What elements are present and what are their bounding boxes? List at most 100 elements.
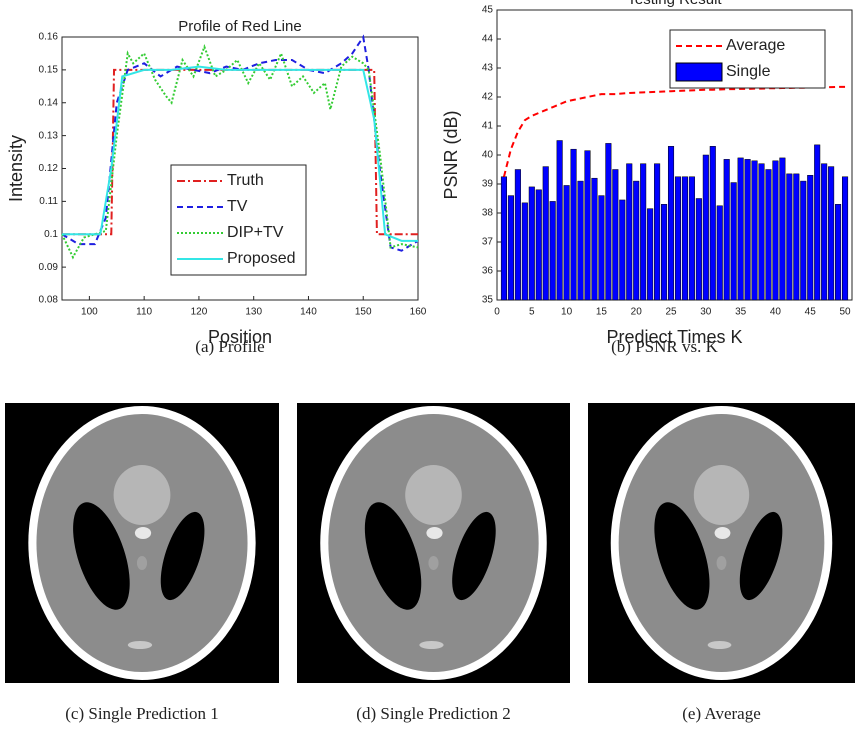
bar (563, 185, 570, 301)
bar (674, 176, 682, 301)
image (5, 403, 279, 683)
x-tick-label: 20 (631, 307, 643, 318)
x-tick-label: 0 (494, 307, 500, 318)
bar (835, 204, 842, 301)
bar (751, 160, 758, 301)
y-tick-label: 39 (482, 179, 494, 190)
bar (758, 163, 765, 301)
bar (842, 176, 849, 301)
x-tick-label: 160 (410, 307, 427, 318)
x-axis-label: Position (208, 327, 272, 347)
y-tick-label: 0.08 (39, 295, 59, 306)
y-tick-label: 35 (482, 295, 494, 306)
x-tick-label: 35 (735, 307, 747, 318)
line-series (62, 65, 418, 242)
y-tick-label: 40 (482, 150, 494, 161)
x-tick-label: 50 (839, 307, 851, 318)
bar (737, 157, 744, 301)
y-tick-label: 44 (482, 34, 494, 45)
bar (821, 163, 828, 301)
bar (654, 163, 661, 301)
y-tick-label: 41 (482, 121, 494, 132)
bar (514, 169, 521, 301)
bar (549, 201, 556, 301)
x-tick-label: 25 (665, 307, 677, 318)
bar (521, 202, 528, 301)
bar (633, 180, 640, 301)
y-tick-label: 0.12 (39, 163, 59, 174)
legend-label: TV (227, 198, 248, 215)
caption: (b) PSNR vs. K (611, 337, 718, 356)
chart-title: Profile of Red Line (178, 18, 301, 35)
caption: (a) Profile (195, 337, 264, 356)
y-tick-label: 42 (482, 92, 494, 103)
bar (598, 195, 605, 301)
chart-title: Testing Result (627, 0, 722, 8)
y-tick-label: 0.15 (39, 65, 59, 76)
y-tick-label: 43 (482, 63, 494, 74)
line-series (61, 34, 419, 252)
bar (584, 150, 591, 301)
bar (828, 166, 835, 301)
bar (744, 159, 751, 301)
y-tick-label: 0.1 (44, 229, 58, 240)
x-tick-label: 10 (561, 307, 573, 318)
y-tick-label: 0.11 (39, 196, 58, 207)
bar (661, 204, 668, 301)
line-series (502, 85, 846, 177)
legend-box (170, 164, 307, 276)
y-tick-label: 37 (482, 237, 494, 248)
y-tick-label: 38 (482, 208, 494, 219)
bar (807, 175, 814, 301)
x-tick-label: 40 (770, 307, 782, 318)
bar (667, 146, 675, 301)
y-tick-label: 36 (482, 266, 494, 277)
bar (577, 180, 584, 301)
x-tick-label: 150 (355, 307, 372, 318)
bar (591, 177, 598, 301)
y-tick-label: 45 (482, 5, 494, 16)
y-tick-label: 0.13 (39, 130, 59, 141)
y-axis-label: Intensity (6, 135, 26, 202)
bar (702, 154, 709, 301)
bar (507, 195, 514, 301)
bar (647, 208, 654, 301)
legend-swatch (675, 62, 723, 82)
x-tick-label: 120 (191, 307, 208, 318)
bar (723, 159, 730, 301)
x-tick-label: 30 (700, 307, 712, 318)
x-tick-label: 5 (529, 307, 535, 318)
bar (793, 173, 800, 301)
bar (730, 182, 737, 301)
bar (640, 163, 647, 301)
bar (500, 176, 507, 301)
legend-label: Single (726, 63, 771, 80)
line-series (61, 43, 419, 260)
x-tick-label: 45 (805, 307, 817, 318)
bar (716, 205, 723, 301)
bar (570, 148, 577, 301)
legend-label: DIP+TV (227, 224, 284, 241)
bar (786, 173, 793, 301)
x-axis-label: Prediect Times K (606, 327, 742, 347)
y-axis-label: PSNR (dB) (441, 110, 461, 199)
bar (528, 186, 535, 301)
bar (779, 157, 786, 301)
x-tick-label: 100 (81, 307, 98, 318)
bar (542, 166, 549, 301)
bar (612, 169, 619, 301)
legend-label: Proposed (227, 250, 296, 267)
bar (695, 198, 702, 301)
bar (681, 176, 688, 301)
legend-label: Average (726, 37, 785, 54)
y-tick-label: 0.14 (39, 97, 59, 108)
image (297, 403, 570, 683)
bar (605, 143, 612, 301)
bar (556, 140, 563, 301)
caption: (c) Single Prediction 1 (65, 704, 218, 723)
bar (709, 146, 716, 301)
y-tick-label: 0.09 (39, 262, 59, 273)
bar (765, 169, 772, 301)
bar (619, 199, 626, 301)
